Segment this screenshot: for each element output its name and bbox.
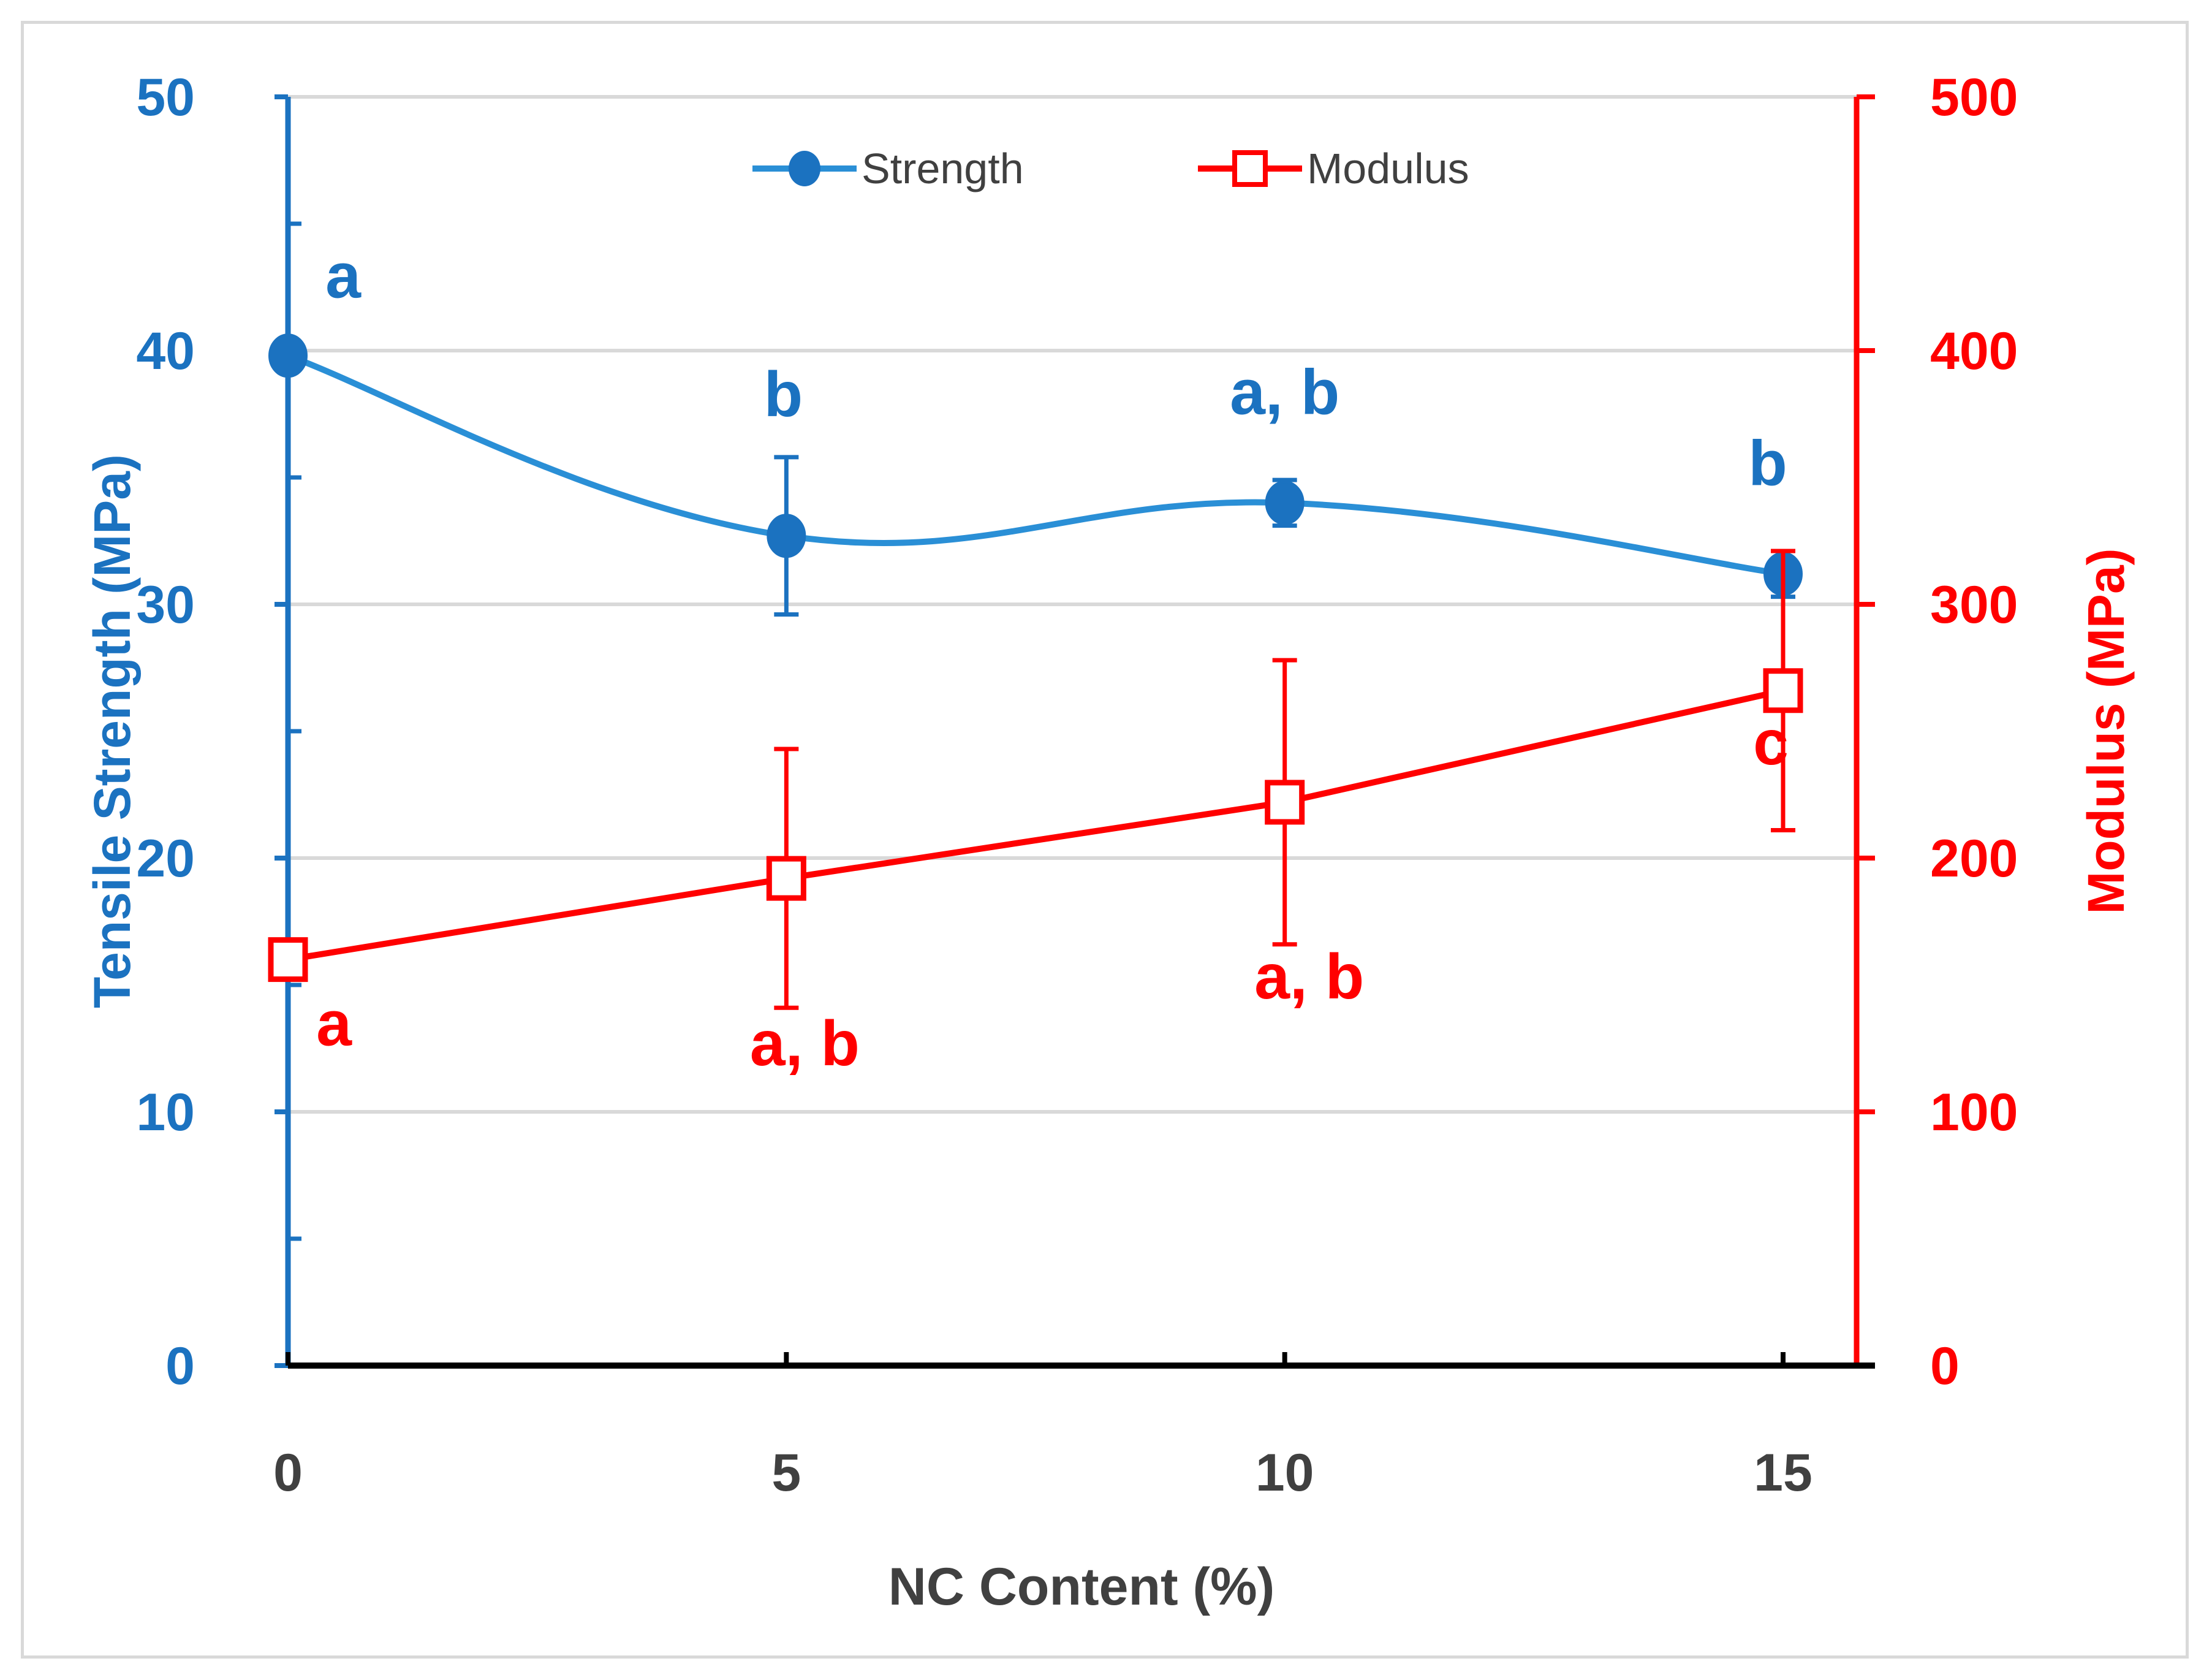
- modulus-point: [1763, 668, 1803, 713]
- left-tick-label: 10: [136, 1083, 195, 1142]
- left-tick-label: 30: [136, 576, 195, 634]
- modulus-line: [287, 687, 1784, 963]
- left-tick-label: 50: [136, 68, 195, 127]
- legend: Strength Modulus: [752, 145, 1469, 192]
- modulus-point: [766, 856, 806, 901]
- left-tick-label: 20: [136, 829, 195, 888]
- strength-significance-label: b: [1748, 428, 1787, 499]
- right-axis-title: Modulus (MPa): [2077, 548, 2135, 914]
- strength-point: [767, 514, 806, 558]
- x-tick-label: 10: [1256, 1443, 1314, 1502]
- strength-significance-label: a: [325, 240, 362, 311]
- strength-significance-label: b: [764, 359, 803, 430]
- modulus-significance-label: c: [1753, 707, 1789, 778]
- gridlines: [288, 95, 1857, 1114]
- right-tick-label: 0: [1930, 1337, 1960, 1396]
- right-tick-label: 300: [1930, 576, 2018, 634]
- right-tick-label: 200: [1930, 829, 2018, 888]
- legend-modulus-marker: [1232, 150, 1268, 187]
- modulus-significance-label: a: [316, 989, 352, 1060]
- axis-titles: NC Content (%) Tensile Strength (MPa) Mo…: [83, 454, 2135, 1616]
- legend-strength-marker: [789, 151, 820, 186]
- right-tick-label: 500: [1930, 68, 2018, 127]
- modulus-significance-label: a, b: [750, 1008, 860, 1079]
- modulus-point: [1265, 780, 1305, 825]
- modulus-significance-label: a, b: [1254, 941, 1364, 1013]
- modulus-point: [268, 937, 308, 983]
- x-tick-label: 5: [771, 1443, 801, 1502]
- left-tick-label: 0: [165, 1337, 195, 1396]
- x-axis-title: NC Content (%): [888, 1557, 1275, 1616]
- legend-modulus-label: Modulus: [1307, 145, 1469, 192]
- axes: [275, 94, 1875, 1369]
- legend-strength-label: Strength: [862, 145, 1024, 192]
- right-tick-label: 100: [1930, 1083, 2018, 1142]
- x-tick-label: 15: [1754, 1443, 1812, 1502]
- left-tick-label: 40: [136, 322, 195, 381]
- series: [268, 333, 1803, 1010]
- strength-point: [1265, 481, 1305, 525]
- significance-annotations: a b a, b b a a, b a, b c: [316, 240, 1789, 1079]
- strength-significance-label: a, b: [1230, 357, 1339, 428]
- left-axis-title: Tensile Strength (MPa): [83, 454, 141, 1008]
- strength-point: [268, 333, 308, 378]
- right-tick-label: 400: [1930, 322, 2018, 381]
- x-tick-label: 0: [273, 1443, 303, 1502]
- figure-frame: [21, 21, 2189, 1659]
- strength-line: [287, 352, 1784, 577]
